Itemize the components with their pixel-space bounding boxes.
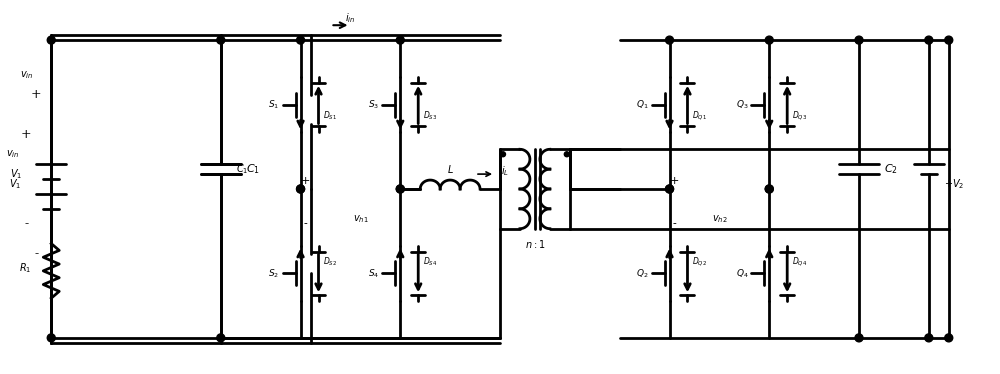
Text: $Q_1$: $Q_1$: [636, 98, 649, 111]
Circle shape: [925, 36, 933, 44]
Text: $C_2$: $C_2$: [884, 162, 898, 176]
Circle shape: [396, 36, 404, 44]
Circle shape: [765, 36, 773, 44]
Text: $S_2$: $S_2$: [268, 267, 280, 280]
Circle shape: [945, 334, 953, 342]
Text: $+V_2$: $+V_2$: [944, 177, 964, 191]
Circle shape: [500, 152, 505, 157]
Circle shape: [855, 334, 863, 342]
Text: $i_{in}$: $i_{in}$: [345, 11, 356, 25]
Text: -: -: [24, 217, 28, 230]
Text: $n:1$: $n:1$: [525, 237, 545, 249]
Text: +: +: [31, 88, 42, 101]
Text: $i_L$: $i_L$: [501, 164, 509, 178]
Text: $v_{in}$: $v_{in}$: [6, 148, 20, 160]
Text: -: -: [304, 219, 307, 229]
Text: $C_1$: $C_1$: [236, 162, 248, 176]
Text: $D_{S1}$: $D_{S1}$: [323, 110, 338, 122]
Text: $R_1$: $R_1$: [19, 261, 31, 275]
Circle shape: [666, 185, 674, 193]
Text: $v_{h2}$: $v_{h2}$: [712, 213, 727, 225]
Text: $v_{h1}$: $v_{h1}$: [353, 213, 368, 225]
Text: +: +: [301, 176, 310, 186]
Text: $D_{Q2}$: $D_{Q2}$: [692, 255, 707, 269]
Text: $Q_3$: $Q_3$: [736, 98, 748, 111]
Circle shape: [765, 185, 773, 193]
Text: +: +: [21, 128, 32, 141]
Text: -: -: [34, 247, 38, 260]
Circle shape: [666, 185, 674, 193]
Text: $Q_4$: $Q_4$: [736, 267, 748, 280]
Text: $V_1$: $V_1$: [9, 177, 21, 191]
Circle shape: [47, 334, 55, 342]
Circle shape: [47, 36, 55, 44]
Text: $D_{S4}$: $D_{S4}$: [423, 256, 438, 269]
Text: $D_{Q4}$: $D_{Q4}$: [792, 255, 807, 269]
Text: +: +: [670, 176, 679, 186]
Circle shape: [396, 185, 404, 193]
Circle shape: [855, 36, 863, 44]
Text: $L$: $L$: [447, 163, 454, 175]
Text: $D_{S3}$: $D_{S3}$: [423, 110, 437, 122]
Text: $D_{S2}$: $D_{S2}$: [323, 256, 338, 269]
Text: $S_1$: $S_1$: [268, 98, 280, 111]
Circle shape: [765, 185, 773, 193]
Circle shape: [396, 185, 404, 193]
Text: $D_{Q1}$: $D_{Q1}$: [692, 110, 707, 122]
Circle shape: [945, 36, 953, 44]
Text: $S_3$: $S_3$: [368, 98, 379, 111]
Circle shape: [666, 36, 674, 44]
Text: -: -: [673, 219, 676, 229]
Circle shape: [217, 334, 225, 342]
Text: $S_4$: $S_4$: [368, 267, 379, 280]
Circle shape: [925, 334, 933, 342]
Text: $D_{Q3}$: $D_{Q3}$: [792, 110, 807, 122]
Text: $v_{in}$: $v_{in}$: [20, 69, 33, 81]
Text: $Q_2$: $Q_2$: [636, 267, 649, 280]
Circle shape: [297, 185, 305, 193]
Circle shape: [217, 36, 225, 44]
Circle shape: [564, 152, 569, 157]
Circle shape: [297, 185, 305, 193]
Text: $C_1$: $C_1$: [246, 162, 260, 176]
Circle shape: [297, 36, 305, 44]
Text: $V_1$: $V_1$: [10, 167, 22, 181]
